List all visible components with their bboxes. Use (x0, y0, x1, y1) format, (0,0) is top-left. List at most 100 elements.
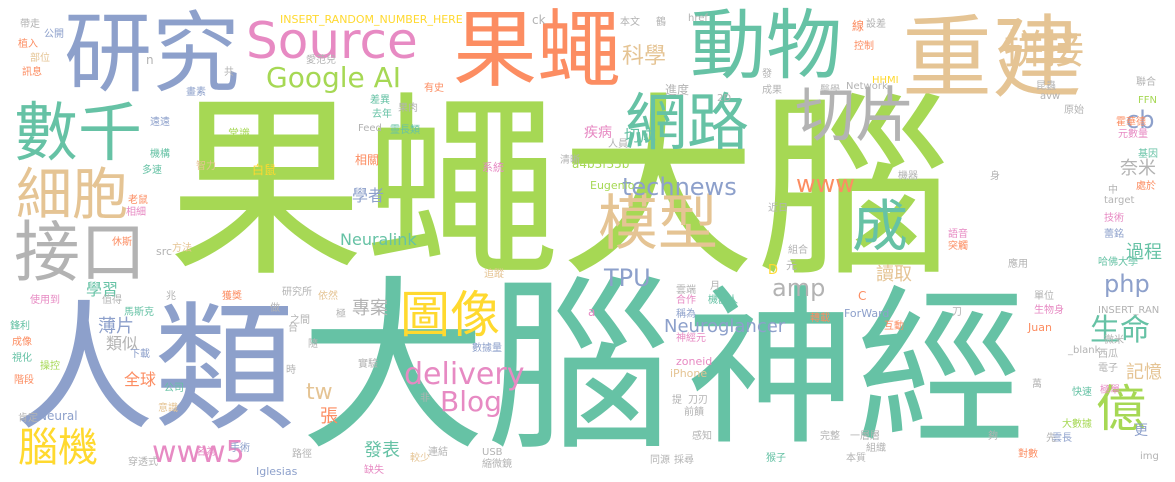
cloud-word: 愛范兒 (306, 55, 336, 66)
cloud-word: 疾病 (584, 125, 612, 141)
cloud-word: 人員 (608, 139, 628, 150)
cloud-word: 穿透式 (128, 457, 158, 468)
cloud-word: 生物身 (1034, 305, 1064, 316)
cloud-word: 發表 (364, 440, 400, 461)
cloud-word: 成果 (762, 85, 782, 96)
cloud-word: 西瓜 (1098, 349, 1118, 360)
cloud-word: HHMI (872, 75, 899, 86)
cloud-word: 前饋 (684, 407, 704, 418)
cloud-word: 採尋 (674, 455, 694, 466)
cloud-word: 一層層 (850, 431, 880, 442)
cloud-word: 同源 (650, 455, 670, 466)
cloud-word: 元 (786, 259, 797, 272)
cloud-word: 模型 (598, 189, 718, 259)
cloud-word: www (796, 170, 855, 198)
cloud-word: 去年 (372, 109, 392, 120)
cloud-word: 動物 (690, 1, 842, 90)
cloud-word: 部位 (30, 53, 50, 64)
cloud-word: 訊息 (22, 67, 42, 78)
cloud-word: TPU (604, 264, 651, 292)
cloud-word: ck (532, 13, 546, 27)
cloud-word: 過程 (1126, 242, 1162, 263)
cloud-word: 相細 (126, 207, 146, 218)
cloud-word: 處於 (1136, 181, 1156, 192)
cloud-word: 路徑 (292, 449, 312, 460)
cloud-word: D (768, 263, 779, 278)
cloud-word: 本質 (846, 453, 866, 464)
cloud-word: 科學 (622, 44, 667, 69)
cloud-word: 感知 (692, 431, 712, 442)
cloud-word: FFN (1138, 95, 1157, 106)
cloud-word: 基因 (1138, 149, 1158, 160)
cloud-word: 果蠅大腦 (168, 76, 953, 304)
cloud-word: 轉載 (810, 313, 830, 324)
cloud-word: 系統 (482, 161, 504, 174)
cloud-word: 霍華德 (1116, 117, 1146, 128)
cloud-word: 原始 (1064, 105, 1084, 116)
cloud-word: 清晰 (560, 155, 580, 166)
cloud-word: Google AI (266, 61, 402, 94)
cloud-word: 機器人 (708, 295, 738, 306)
cloud-word: Blog (440, 385, 502, 418)
cloud-word: 圖像 (400, 286, 500, 344)
cloud-word: a4b3f35b (572, 157, 630, 171)
cloud-word: 大腦 (300, 259, 673, 476)
cloud-word: 方法 (172, 243, 192, 254)
cloud-word: 做 (270, 303, 280, 314)
cloud-word: 較少 (410, 453, 430, 464)
cloud-word: 類似 (106, 334, 139, 353)
cloud-word: 休斯 (112, 237, 132, 248)
cloud-word: 鶴 (656, 17, 666, 28)
cloud-word: 兆 (166, 291, 176, 302)
cloud-word: Neuroglancer (664, 316, 786, 337)
cloud-word: 醫學 (820, 85, 840, 96)
cloud-word: 老鼠 (128, 195, 148, 206)
cloud-word: INSERT_RANDOM_NUMBER_HERE (280, 13, 463, 26)
cloud-word: 極單 (1100, 385, 1120, 396)
cloud-word: 技術 (1104, 213, 1124, 224)
cloud-word: Eugenio (590, 179, 635, 192)
cloud-word: 神經 (686, 271, 1027, 469)
cloud-word: tw (306, 380, 333, 405)
cloud-word: target (1104, 195, 1135, 206)
cloud-word: 2D (717, 93, 732, 104)
cloud-word: 近日 (768, 203, 788, 214)
cloud-word: 電子 (1098, 363, 1118, 374)
cloud-word: 帶走 (20, 19, 40, 30)
cloud-word: 雲端 (676, 285, 696, 296)
cloud-word: 全球 (124, 370, 157, 389)
cloud-word: 聯合 (1136, 77, 1156, 88)
cloud-word: 先 (1046, 433, 1056, 444)
cloud-word: 萬 (1032, 379, 1042, 390)
cloud-word: cb (1126, 106, 1155, 134)
cloud-word: 微米 (1104, 335, 1124, 346)
cloud-word: 智力 (196, 161, 216, 172)
cloud-word: 研究所 (282, 287, 312, 298)
cloud-word: USB (482, 447, 503, 458)
cloud-word: 數千 (14, 97, 142, 171)
cloud-word: Neural (38, 409, 78, 423)
cloud-word: 視化 (12, 353, 32, 364)
cloud-word: 發 (762, 69, 772, 80)
cloud-word: 公司 (164, 383, 184, 394)
cloud-word: 身 (990, 171, 1000, 182)
cloud-word: 細胞 (16, 163, 128, 228)
cloud-word: 時 (286, 365, 296, 376)
cloud-word: 月 (710, 281, 720, 292)
cloud-word: 中 (1108, 185, 1118, 196)
cloud-word: 縮微鏡 (482, 459, 512, 470)
cloud-word: 人類 (14, 288, 295, 451)
cloud-word: 拼接 (1004, 27, 1084, 73)
cloud-word: 極 (336, 309, 346, 320)
cloud-word: 蕾銘 (1104, 229, 1124, 240)
cloud-word: _blank (1068, 345, 1101, 356)
cloud-word: 專案 (352, 298, 388, 319)
cloud-word: zoneid (676, 355, 713, 368)
cloud-word: 值得 (102, 295, 122, 306)
cloud-word: 張 (320, 406, 338, 427)
cloud-word: 鋒利 (10, 321, 30, 332)
cloud-word: 隨 (308, 339, 318, 350)
cloud-word: 讀取 (876, 264, 912, 285)
cloud-word: 網路 (625, 86, 750, 159)
